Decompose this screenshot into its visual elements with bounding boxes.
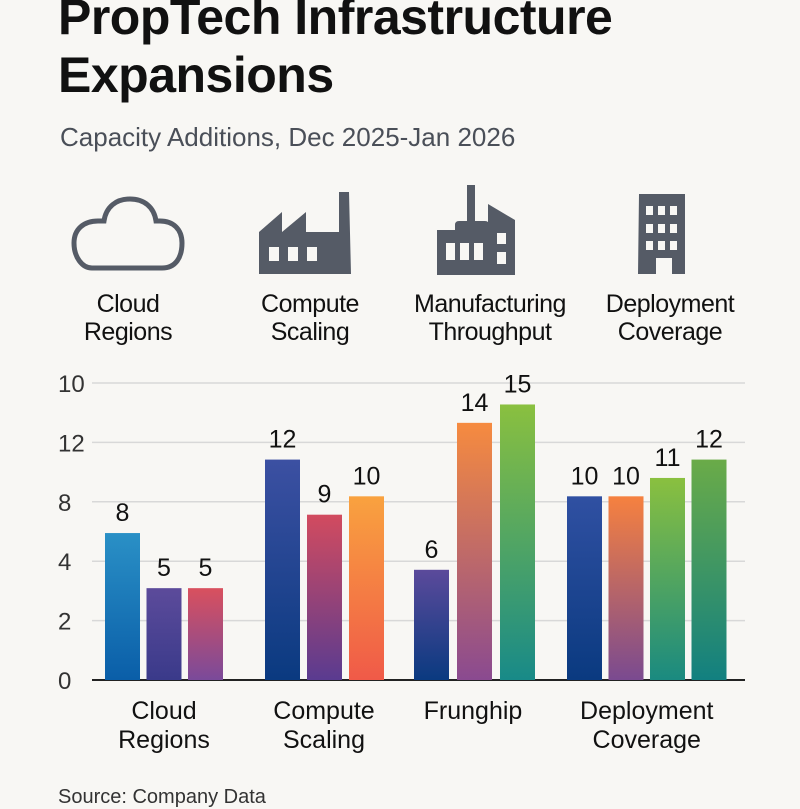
y-tick-label: 4 [58,549,71,576]
data-label: 9 [318,481,332,509]
x-tick-label: Frunghip [424,697,523,725]
y-tick-label: 10 [58,371,85,398]
data-label: 11 [655,444,681,472]
data-label: 10 [612,462,640,490]
icon-label-deployment-coverage: Deployment Coverage [605,290,735,346]
data-label: 12 [695,426,723,454]
bar [567,496,602,680]
bar [105,533,140,680]
icon-label-compute-scaling: Compute Scaling [261,290,359,346]
bar [349,496,384,680]
office-building-icon [638,194,685,274]
data-label: 15 [504,370,532,398]
manufacturing-plant-icon [437,185,515,275]
bar [500,404,535,680]
bar [265,459,300,680]
data-label: 14 [461,389,489,417]
y-tick-label: 0 [58,668,71,695]
x-tick-label: Regions [118,726,210,754]
x-tick-label: Compute [273,697,374,725]
page-title: PropTech Infrastructure Expansions [58,0,613,103]
data-label: 10 [353,462,381,490]
x-tick-label: Deployment [580,697,713,725]
data-label: 10 [571,462,599,490]
x-tick-label: Coverage [593,726,701,754]
icon-label-manufacturing-throughput: Manufacturing Throughput [414,290,566,346]
data-label: 5 [199,554,213,582]
data-label: 12 [269,426,297,454]
data-label: 5 [157,554,171,582]
bar [188,588,223,680]
bar [608,496,644,680]
y-tick-label: 8 [58,490,71,517]
factory-icon [259,192,351,274]
bar [691,459,727,680]
bar [457,422,492,680]
x-tick-label: Scaling [283,726,365,754]
x-tick-label: Cloud [131,697,196,725]
data-label: 6 [425,536,439,564]
cloud-icon [71,196,185,271]
bar [414,569,449,680]
subtitle: Capacity Additions, Dec 2025-Jan 2026 [60,122,516,152]
bar [650,477,685,680]
y-tick-label: 12 [58,430,85,457]
bar [307,514,342,680]
bar [146,588,182,680]
icon-label-cloud-regions: Cloud Regions [83,290,173,346]
source-note: Source: Company Data [58,786,266,808]
data-label: 8 [116,499,130,527]
y-tick-label: 2 [58,609,71,636]
